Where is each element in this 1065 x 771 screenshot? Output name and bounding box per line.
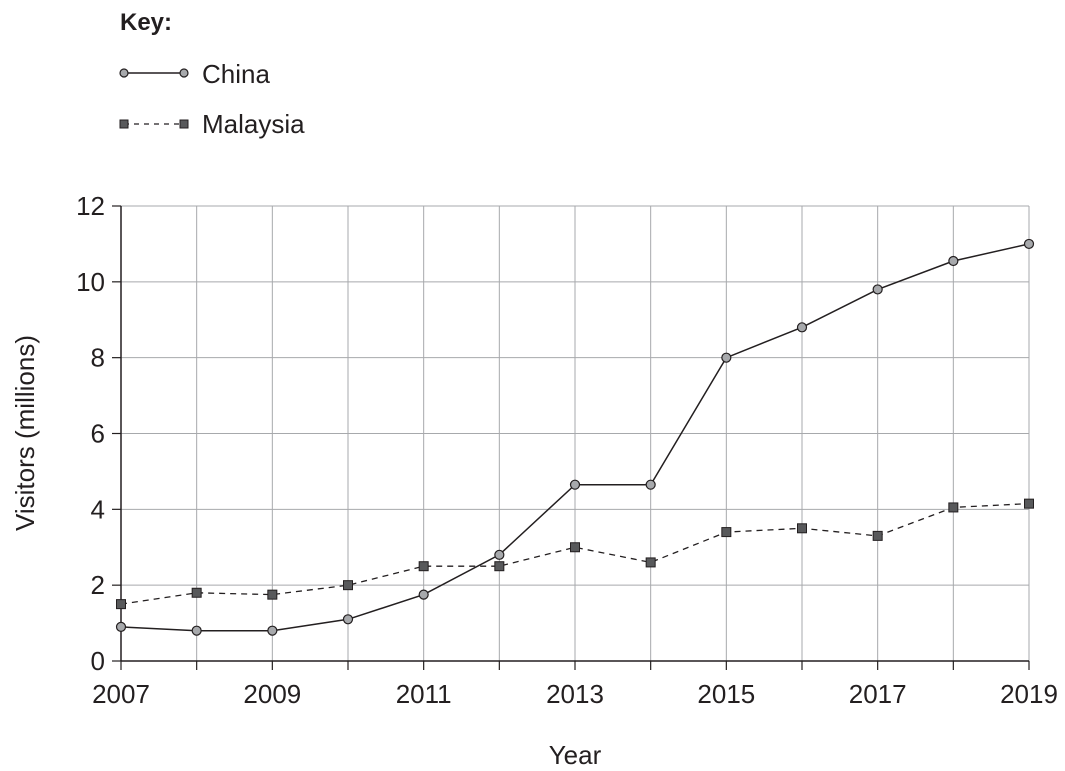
point-china-2009 xyxy=(267,625,278,636)
point-malaysia-2018 xyxy=(948,502,959,513)
point-china-2008 xyxy=(191,625,202,636)
point-china-2012 xyxy=(494,549,505,560)
point-malaysia-2015 xyxy=(721,527,732,538)
x-tick-label-2019: 2019 xyxy=(1000,679,1058,709)
x-axis-label: Year xyxy=(549,740,602,770)
point-china-2014 xyxy=(645,479,656,490)
axes xyxy=(112,205,1030,670)
point-malaysia-2016 xyxy=(797,523,807,534)
y-tick-label-8: 8 xyxy=(91,343,105,373)
series-china xyxy=(115,238,1035,636)
grid xyxy=(121,205,1030,661)
legend-malaysia-marker-end xyxy=(179,119,189,129)
y-tick-label-4: 4 xyxy=(91,494,105,524)
y-tick-label-10: 10 xyxy=(76,267,105,297)
x-tick-label-2007: 2007 xyxy=(92,679,150,709)
y-tick-label-2: 2 xyxy=(91,570,105,600)
legend-item-china: China xyxy=(119,59,270,89)
point-malaysia-2014 xyxy=(645,557,656,568)
point-malaysia-2013 xyxy=(570,542,580,553)
point-china-2015 xyxy=(721,352,732,363)
x-tick-label-2015: 2015 xyxy=(697,679,755,709)
point-china-2019 xyxy=(1023,238,1035,250)
y-tick-label-0: 0 xyxy=(91,646,105,676)
y-axis-label: Visitors (millions) xyxy=(10,335,40,531)
legend: Key: China Malaysia xyxy=(119,9,305,139)
point-malaysia-2011 xyxy=(418,561,429,572)
point-malaysia-2012 xyxy=(494,561,505,572)
legend-china-marker-end xyxy=(179,68,189,78)
point-china-2007 xyxy=(115,621,127,632)
legend-title: Key: xyxy=(120,9,172,36)
point-china-2018 xyxy=(948,255,959,267)
tick-labels: 0 2 4 6 8 10 12 2007 2009 2011 2013 2015 2017 2019 xyxy=(76,191,1058,709)
point-china-2016 xyxy=(796,322,808,333)
point-malaysia-2008 xyxy=(191,587,202,598)
series xyxy=(115,238,1035,636)
point-malaysia-2009 xyxy=(267,589,278,600)
point-malaysia-2017 xyxy=(872,530,883,541)
point-malaysia-2007 xyxy=(116,599,126,610)
y-tick-label-6: 6 xyxy=(91,419,105,449)
x-tick-label-2011: 2011 xyxy=(396,679,452,709)
series-malaysia xyxy=(116,498,1034,610)
legend-malaysia-label: Malaysia xyxy=(202,109,305,139)
point-china-2011 xyxy=(418,589,429,600)
x-tick-label-2017: 2017 xyxy=(849,679,907,709)
point-malaysia-2010 xyxy=(343,580,353,591)
legend-item-malaysia: Malaysia xyxy=(119,109,305,139)
legend-china-marker-start xyxy=(119,68,129,78)
legend-china-label: China xyxy=(202,59,270,89)
point-china-2010 xyxy=(342,614,354,625)
x-tick-label-2009: 2009 xyxy=(243,679,301,709)
point-china-2017 xyxy=(872,284,883,295)
legend-malaysia-marker-start xyxy=(119,119,129,129)
point-china-2013 xyxy=(569,479,581,490)
x-tick-label-2013: 2013 xyxy=(546,679,604,709)
y-tick-label-12: 12 xyxy=(76,191,105,221)
point-malaysia-2019 xyxy=(1024,498,1034,509)
